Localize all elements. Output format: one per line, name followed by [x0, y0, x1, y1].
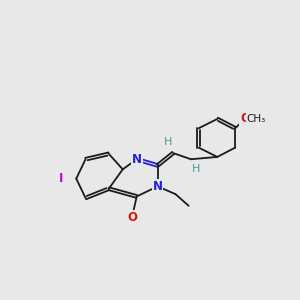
- Text: H: H: [192, 164, 201, 174]
- Text: H: H: [164, 137, 172, 147]
- Text: N: N: [132, 153, 142, 166]
- Text: O: O: [240, 112, 250, 125]
- Text: CH₃: CH₃: [246, 114, 266, 124]
- Text: O: O: [127, 211, 137, 224]
- Text: I: I: [58, 172, 63, 185]
- Text: N: N: [153, 180, 163, 193]
